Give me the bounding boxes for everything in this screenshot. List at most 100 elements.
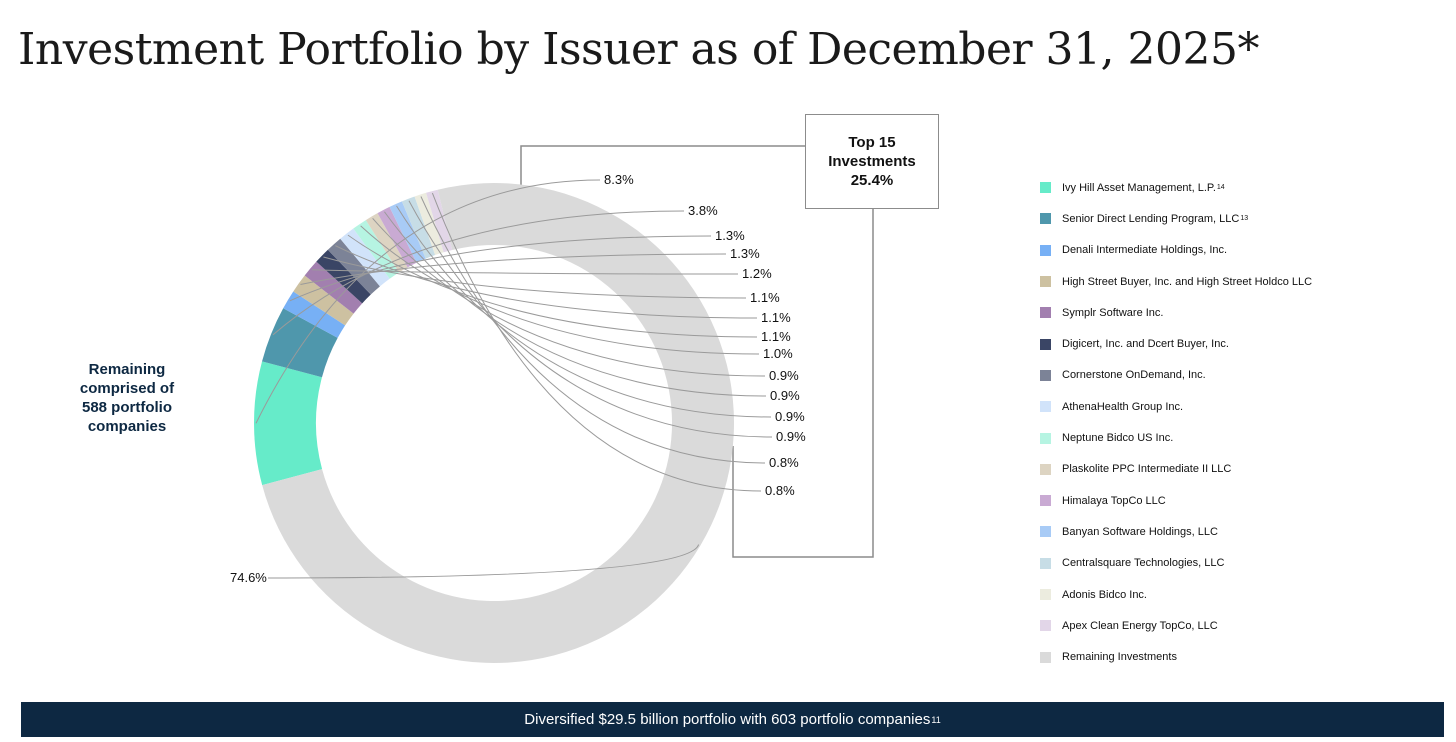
data-label: 1.3% — [730, 246, 760, 261]
legend-swatch — [1040, 651, 1051, 663]
legend-swatch — [1040, 557, 1051, 569]
legend-label: Ivy Hill Asset Management, L.P. — [1062, 181, 1216, 194]
donut-slice — [293, 275, 354, 326]
legend-label: Senior Direct Lending Program, LLC — [1062, 212, 1240, 225]
footer-banner: Diversified $29.5 billion portfolio with… — [21, 702, 1444, 737]
leader-line — [323, 256, 747, 299]
donut-slice — [254, 361, 323, 486]
legend-swatch — [1040, 213, 1051, 225]
legend-label: Neptune Bidco US Inc. — [1062, 432, 1174, 445]
leader-line — [335, 245, 758, 319]
leader-line — [272, 210, 685, 336]
legend-swatch — [1040, 401, 1051, 413]
donut-slice — [365, 213, 408, 273]
legend-item: AthenaHealth Group Inc. — [1040, 391, 1440, 422]
legend-item: Adonis Bidco Inc. — [1040, 579, 1440, 610]
legend-swatch — [1040, 589, 1051, 600]
legend-label: Cornerstone OnDemand, Inc. — [1062, 369, 1206, 382]
data-label: 8.3% — [604, 172, 634, 187]
data-label: 1.0% — [763, 346, 793, 361]
legend-label: Adonis Bidco Inc. — [1062, 588, 1147, 601]
footer-footnote: 11 — [931, 714, 941, 725]
leader-line — [372, 217, 766, 377]
legend-label: Remaining Investments — [1062, 651, 1177, 664]
donut-slice — [389, 201, 426, 263]
legend-item: Himalaya TopCo LLC — [1040, 485, 1440, 516]
legend-label: Himalaya TopCo LLC — [1062, 494, 1166, 507]
legend-footnote: 14 — [1216, 184, 1225, 192]
donut-slice — [401, 196, 436, 259]
top15-bracket — [520, 145, 874, 558]
legend-label: Apex Clean Energy TopCo, LLC — [1062, 619, 1218, 632]
legend-item: Symplr Software Inc. — [1040, 297, 1440, 328]
donut-chart: 8.3% 3.8% 1.3% 1.3% 1.2% 1.1% 1.1% 1.1% 1.0% 0.9%… — [230, 145, 874, 663]
donut-slice — [426, 189, 453, 253]
data-labels: 8.3% 3.8% 1.3% 1.3% 1.2% 1.1% 1.1% 1.1% 1.0% 0.9%… — [230, 172, 806, 585]
leader-line — [311, 269, 739, 275]
data-label: 1.1% — [761, 329, 791, 344]
legend-item: Digicert, Inc. and Dcert Buyer, Inc. — [1040, 328, 1440, 359]
remaining-note-line: Remaining — [88, 361, 166, 378]
leader-line — [420, 196, 766, 464]
leader-line — [289, 235, 712, 302]
legend-label: Digicert, Inc. and Dcert Buyer, Inc. — [1062, 338, 1229, 351]
legend-label: Denali Intermediate Holdings, Inc. — [1062, 244, 1228, 257]
leader-line — [408, 200, 773, 438]
legend-swatch — [1040, 620, 1051, 632]
legend-swatch — [1040, 369, 1051, 381]
legend-item: Senior Direct Lending Program, LLC 13 — [1040, 203, 1440, 234]
legend-item: Denali Intermediate Holdings, Inc. — [1040, 235, 1440, 266]
legend-item: Remaining Investments — [1040, 641, 1440, 672]
legend-swatch — [1040, 432, 1051, 444]
data-label: 1.1% — [761, 310, 791, 325]
data-label: 1.2% — [742, 266, 772, 281]
legend-swatch — [1040, 276, 1051, 288]
leader-line — [255, 179, 601, 424]
data-label: 0.8% — [765, 483, 795, 498]
legend-item: Centralsquare Technologies, LLC — [1040, 548, 1440, 579]
legend-swatch — [1040, 244, 1051, 256]
data-label: 1.1% — [750, 290, 780, 305]
leader-line — [300, 253, 727, 286]
legend-swatch — [1040, 307, 1051, 319]
leader-line — [347, 234, 758, 338]
data-label: 3.8% — [688, 203, 718, 218]
leader-line — [383, 211, 767, 397]
donut-slice — [377, 206, 417, 268]
data-label: 0.9% — [776, 429, 806, 444]
data-label: 0.8% — [769, 455, 799, 470]
legend-item: Apex Clean Energy TopCo, LLC — [1040, 610, 1440, 641]
legend-item: Neptune Bidco US Inc. — [1040, 422, 1440, 453]
data-label: 0.9% — [770, 388, 800, 403]
top15-callout: Top 15 Investments 25.4% — [805, 114, 939, 209]
legend-swatch — [1040, 495, 1051, 507]
remaining-note-line: companies — [87, 418, 167, 435]
legend-swatch — [1040, 526, 1051, 538]
data-label: 0.9% — [775, 409, 805, 424]
leader-line — [396, 205, 772, 418]
legend-item: High Street Buyer, Inc. and High Street … — [1040, 266, 1440, 297]
legend-swatch — [1040, 463, 1051, 475]
donut-slice — [327, 238, 380, 295]
leader-line — [267, 544, 700, 579]
legend: Ivy Hill Asset Management, L.P. 14 Senior … — [1040, 172, 1440, 673]
data-label: 74.6% — [230, 570, 267, 585]
legend-footnote: 13 — [1240, 215, 1249, 223]
footer-text: Diversified $29.5 billion portfolio with… — [524, 711, 931, 728]
leader-line — [360, 225, 760, 355]
legend-item: Cornerstone OnDemand, Inc. — [1040, 360, 1440, 391]
data-label: 0.9% — [769, 368, 799, 383]
legend-label: Centralsquare Technologies, LLC — [1062, 557, 1225, 570]
legend-label: High Street Buyer, Inc. and High Street … — [1062, 275, 1313, 288]
data-label: 1.3% — [715, 228, 745, 243]
top15-line: 25.4% — [850, 172, 894, 189]
legend-swatch — [1040, 338, 1051, 350]
legend-item: Banyan Software Holdings, LLC — [1040, 516, 1440, 547]
legend-label: Banyan Software Holdings, LLC — [1062, 525, 1218, 538]
legend-label: Symplr Software Inc. — [1062, 306, 1164, 319]
page-title: Investment Portfolio by Issuer as of Dec… — [18, 24, 1259, 75]
leader-line — [431, 192, 762, 492]
legend-item: Ivy Hill Asset Management, L.P. 14 — [1040, 172, 1440, 203]
legend-item: Plaskolite PPC Intermediate II LLC — [1040, 454, 1440, 485]
leader-lines — [255, 179, 773, 579]
